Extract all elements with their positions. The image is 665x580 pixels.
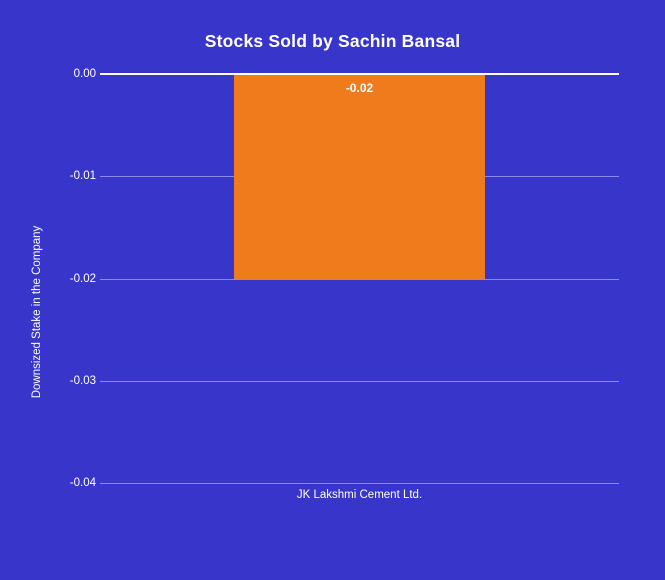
- y-tick-label: -0.01: [69, 170, 96, 183]
- gridline: [100, 278, 619, 280]
- y-tick-label: 0.00: [73, 68, 96, 80]
- chart-title: Stocks Sold by Sachin Bansal: [204, 31, 461, 51]
- y-tick-label: -0.04: [69, 477, 96, 490]
- gridline: [100, 483, 619, 485]
- x-category-label: JK Lakshmi Cement Ltd.: [296, 489, 423, 501]
- y-tick-label: -0.02: [69, 272, 96, 285]
- bar-value-label: -0.02: [345, 81, 374, 95]
- bar: -0.02: [234, 75, 485, 279]
- gridline: [100, 380, 619, 382]
- y-tick-label: -0.03: [69, 374, 96, 387]
- zero-gridline: [100, 73, 619, 75]
